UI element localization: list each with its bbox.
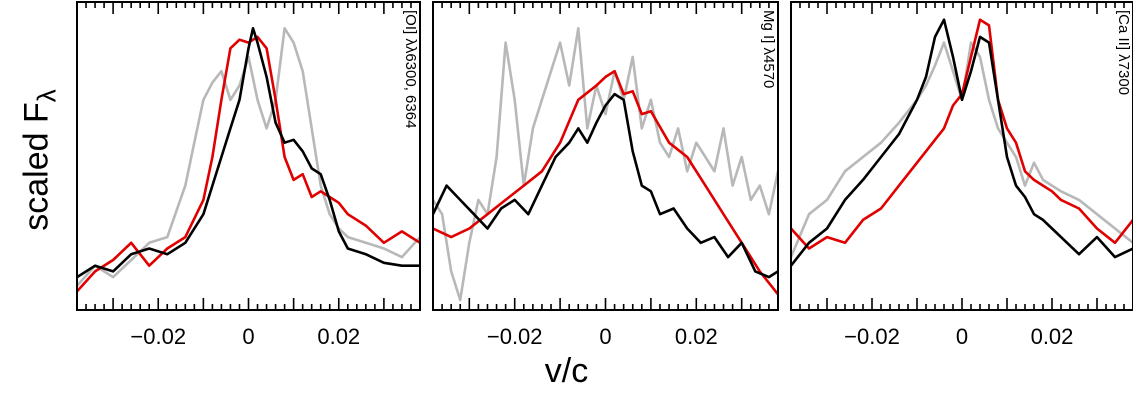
series-line-red <box>433 69 778 296</box>
x-tick-label: −0.02 <box>130 324 186 349</box>
series-line-red <box>77 35 420 293</box>
panel-3: −0.02 0 0.02 [Ca II] λ7300 <box>790 1 1133 349</box>
series-line-gray <box>433 27 778 302</box>
x-tick-label: −0.02 <box>487 324 543 349</box>
panel-annotation: [Ca II] λ7300 <box>1115 10 1132 95</box>
x-tick-label: 0.02 <box>317 324 360 349</box>
x-tick-label: −0.02 <box>844 324 900 349</box>
series-line-red <box>791 18 1133 250</box>
panel-frame <box>432 1 779 311</box>
x-tick-label: 0 <box>599 324 611 349</box>
x-axis-label: v/c <box>544 352 589 390</box>
x-tick-label: 0.02 <box>1031 324 1074 349</box>
x-tick-label: 0 <box>956 324 968 349</box>
x-tick-label: 0 <box>242 324 254 349</box>
panel-frame <box>790 1 1133 311</box>
panel-annotation: [OI] λλ6300, 6364 <box>402 10 419 128</box>
panel-annotation: Mg I] λ4570 <box>760 10 777 88</box>
series-line-black <box>433 92 778 279</box>
panel-2: −0.02 0 0.02 Mg I] λ4570 <box>432 1 779 349</box>
series-line-gray <box>791 41 1133 258</box>
series-line-black <box>791 18 1133 267</box>
x-tick-label: 0.02 <box>675 324 718 349</box>
panel-1: −0.02 0 0.02 [OI] λλ6300, 6364 <box>76 1 421 349</box>
series-line-black <box>77 27 420 279</box>
series-line-gray <box>77 27 420 287</box>
